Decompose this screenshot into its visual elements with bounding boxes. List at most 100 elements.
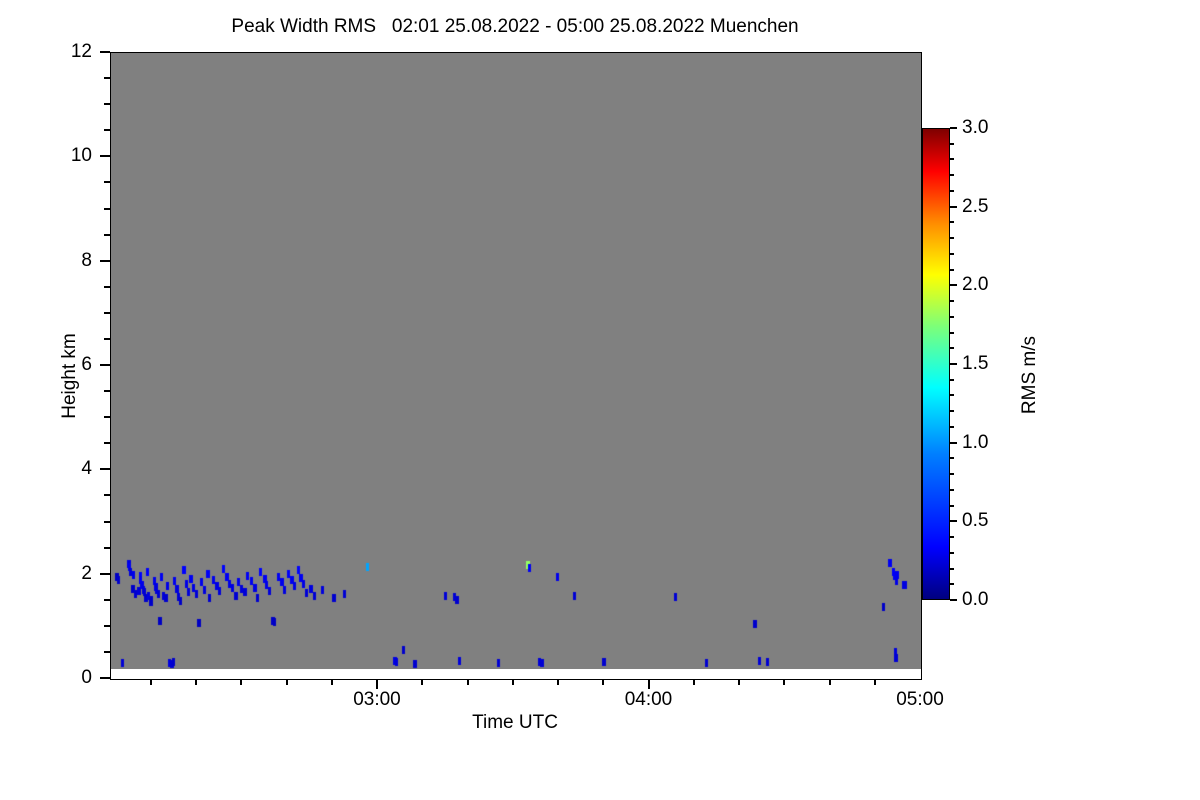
colorbar-tick-minor (950, 315, 954, 318)
y-tick-minor (104, 650, 110, 653)
colorbar-tick-minor (950, 551, 954, 554)
y-tick-minor (104, 129, 110, 132)
colorbar-tick-minor (950, 536, 954, 539)
y-tick-major (100, 51, 110, 53)
x-tick-minor (240, 679, 243, 685)
colorbar-tick-label: 0.0 (962, 589, 989, 610)
colorbar-tick-minor (950, 237, 954, 240)
x-tick-minor (602, 679, 605, 685)
colorbar-tick-minor (950, 189, 954, 192)
x-tick-minor (330, 679, 333, 685)
colorbar-tick-major (950, 205, 957, 208)
colorbar-tick-minor (950, 142, 954, 145)
y-tick-label: 6 (81, 354, 92, 375)
x-tick-minor (873, 679, 876, 685)
x-tick-label: 04:00 (624, 689, 673, 710)
colorbar-tick-minor (950, 347, 954, 350)
colorbar-tick-minor (950, 252, 954, 255)
y-tick-label: 10 (70, 145, 92, 167)
x-tick-minor (149, 679, 152, 685)
colorbar-tick-minor (950, 583, 954, 586)
y-tick-minor (104, 390, 110, 393)
plot-area[interactable] (110, 52, 922, 680)
y-tick-label: 4 (81, 458, 92, 480)
colorbar-tick-minor (950, 300, 954, 303)
y-tick-minor (104, 442, 110, 445)
below-range-band (111, 669, 921, 679)
colorbar-tick-label: 3.0 (962, 117, 989, 138)
x-tick-minor (828, 679, 831, 685)
colorbar-tick-minor (950, 567, 954, 570)
y-tick-major (100, 677, 110, 679)
y-tick-label: 2 (81, 562, 92, 584)
colorbar-tick-label: 1.5 (962, 353, 989, 374)
x-tick-major (376, 679, 379, 689)
y-tick-label: 12 (70, 41, 92, 62)
x-tick-minor (194, 679, 197, 685)
y-tick-minor (104, 416, 110, 419)
x-axis-label: Time UTC (472, 712, 558, 733)
colorbar-tick-major (950, 127, 957, 129)
x-tick-minor (285, 679, 288, 685)
y-tick-minor (104, 598, 110, 601)
colorbar-tick-label: 1.0 (962, 431, 989, 453)
colorbar-tick-major (950, 441, 957, 444)
colorbar-tick-major (950, 363, 957, 365)
y-tick-minor (104, 520, 110, 523)
scatter-data-layer (111, 53, 921, 679)
page-title: Peak Width RMS 02:01 25.08.2022 - 05:00 … (231, 16, 799, 37)
y-tick-minor (104, 337, 110, 340)
x-tick-minor (557, 679, 560, 685)
x-tick-minor (421, 679, 424, 685)
colorbar-tick-minor (950, 473, 954, 476)
colorbar-tick-minor (950, 425, 954, 428)
y-tick-minor (104, 103, 110, 106)
colorbar[interactable] (922, 128, 950, 600)
y-tick-label: 0 (81, 667, 92, 688)
colorbar-tick-label: 2.5 (962, 195, 989, 217)
x-tick-minor (738, 679, 741, 685)
colorbar-tick-label: 2.0 (962, 274, 989, 296)
x-tick-minor (511, 679, 514, 685)
colorbar-tick-major (950, 599, 957, 601)
colorbar-tick-minor (950, 457, 954, 460)
y-tick-minor (104, 181, 110, 184)
colorbar-tick-minor (950, 488, 954, 491)
y-tick-minor (104, 207, 110, 210)
y-tick-minor (104, 494, 110, 497)
y-tick-minor (104, 77, 110, 80)
y-axis-label: Height km (59, 333, 80, 419)
y-tick-minor (104, 311, 110, 314)
colorbar-tick-major (950, 520, 957, 523)
y-tick-major (100, 259, 110, 262)
y-tick-minor (104, 624, 110, 627)
colorbar-tick-label: 0.5 (962, 510, 989, 532)
colorbar-tick-minor (950, 504, 954, 507)
y-tick-minor (104, 233, 110, 236)
colorbar-tick-minor (950, 378, 954, 381)
y-tick-major (100, 468, 110, 471)
x-tick-minor (783, 679, 786, 685)
colorbar-tick-minor (950, 158, 954, 161)
x-tick-minor (692, 679, 695, 685)
x-tick-major (647, 679, 650, 689)
y-tick-major (100, 364, 110, 366)
x-tick-minor (466, 679, 469, 685)
colorbar-tick-minor (950, 174, 954, 177)
colorbar-label: RMS m/s (1019, 335, 1040, 415)
y-tick-minor (104, 285, 110, 288)
y-tick-label: 8 (81, 249, 92, 271)
colorbar-tick-major (950, 284, 957, 287)
colorbar-tick-minor (950, 268, 954, 271)
colorbar-tick-minor (950, 221, 954, 224)
colorbar-tick-minor (950, 410, 954, 413)
x-tick-label: 03:00 (353, 689, 401, 710)
x-tick-label: 05:00 (896, 689, 944, 710)
colorbar-tick-minor (950, 331, 954, 334)
y-tick-major (100, 155, 110, 158)
colorbar-tick-minor (950, 394, 954, 397)
y-tick-minor (104, 546, 110, 549)
colorbar-gradient (922, 128, 950, 600)
y-tick-major (100, 572, 110, 575)
